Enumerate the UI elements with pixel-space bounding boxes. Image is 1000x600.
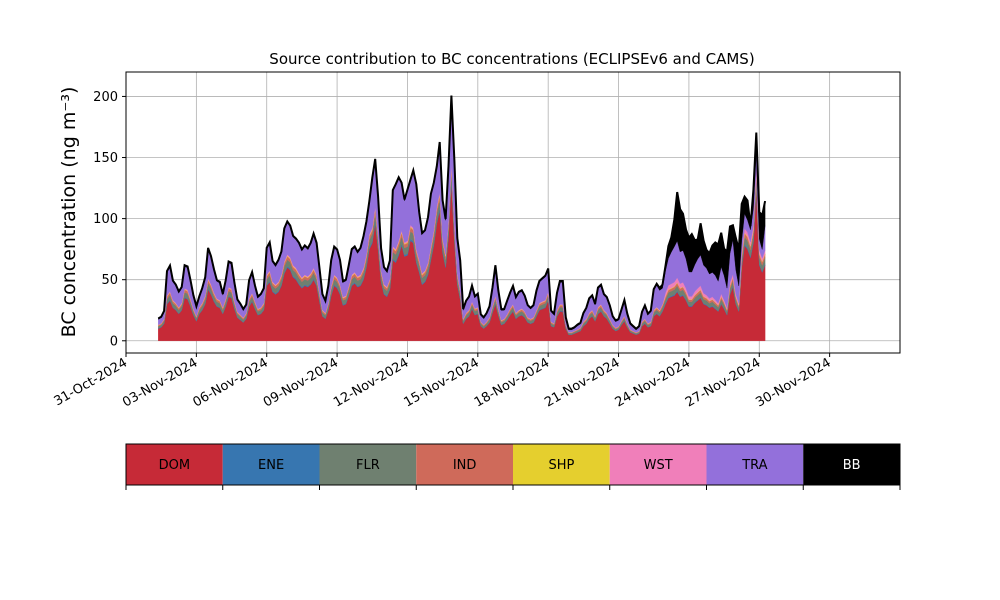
x-tick-label: 03-Nov-2024 [120, 355, 200, 410]
x-tick-label: 24-Nov-2024 [613, 355, 693, 410]
x-tick-label: 27-Nov-2024 [683, 355, 763, 410]
x-tick-label: 18-Nov-2024 [472, 355, 552, 410]
legend-label-ind: IND [453, 458, 477, 473]
y-tick-label: 50 [101, 273, 118, 288]
x-tick-label: 31-Oct-2024 [52, 355, 130, 409]
total-line [157, 95, 767, 331]
legend-colorbar: DOM ENE FLR IND SHP WST TRA BB [125, 443, 901, 490]
x-tick-label: 30-Nov-2024 [753, 355, 833, 410]
legend-swatch-bb [803, 444, 900, 485]
x-tick-label: 15-Nov-2024 [402, 355, 482, 410]
x-tick-label: 21-Nov-2024 [542, 355, 622, 410]
legend-label-bb: BB [843, 458, 861, 473]
legend-swatch-shp [513, 444, 610, 485]
x-tick-label: 06-Nov-2024 [190, 355, 270, 410]
legend-swatch-ind [416, 444, 513, 485]
chart-title: Source contribution to BC concentrations… [269, 50, 754, 68]
legend-label-ene: ENE [258, 458, 284, 473]
legend-label-flr: FLR [356, 458, 380, 473]
plot-frame [125, 71, 901, 354]
y-axis-label: BC concentration (ng m⁻³) [58, 87, 80, 338]
legend-swatch-ene [222, 444, 320, 485]
x-tick-label: 09-Nov-2024 [261, 355, 341, 410]
legend-label-shp: SHP [548, 458, 574, 473]
stacked-areas [157, 95, 767, 341]
y-tick-label: 0 [110, 334, 118, 349]
y-tick-label: 200 [93, 90, 118, 105]
axes: 0 50 100 150 200 31-Oct-202403-Nov-202406-Nov… [52, 71, 901, 410]
legend-swatch-tra [706, 444, 804, 485]
legend-swatch-wst [609, 444, 707, 485]
x-tick-label: 12-Nov-2024 [331, 355, 411, 410]
legend-swatch-flr [319, 444, 417, 485]
legend-label-tra: TRA [741, 458, 767, 473]
y-tick-label: 100 [93, 212, 118, 227]
legend-swatch-dom [126, 444, 223, 485]
legend-label-dom: DOM [159, 458, 190, 473]
legend-label-wst: WST [644, 458, 673, 473]
y-tick-label: 150 [93, 151, 118, 166]
